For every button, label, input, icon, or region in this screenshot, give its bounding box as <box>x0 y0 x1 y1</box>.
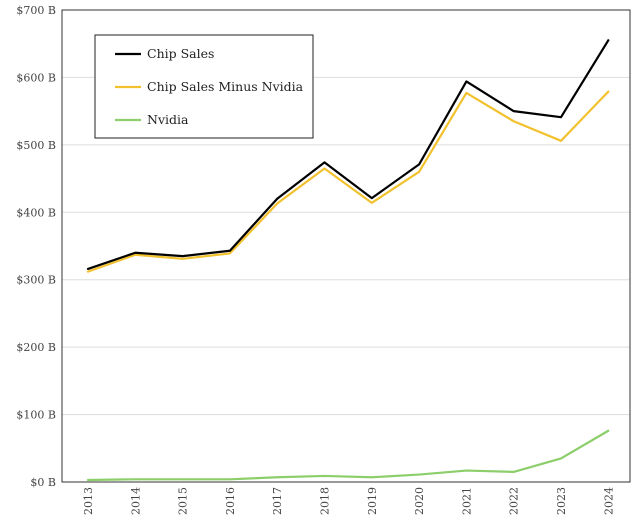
series-line-chip-sales-minus-nvidia <box>86 90 610 273</box>
x-tick-label: 2013 <box>82 487 95 515</box>
x-tick-label: 2022 <box>508 487 521 515</box>
x-axis-ticks: 2013 2014 2015 2016 2017 2018 2019 2020 2021 2022… <box>82 487 615 515</box>
y-tick-label: $700 B <box>16 4 56 17</box>
y-axis-ticks: $0 B $100 B $200 B $300 B $400 B $500 B $600 B… <box>16 4 56 489</box>
x-tick-label: 2016 <box>224 487 237 515</box>
y-tick-label: $500 B <box>16 139 56 152</box>
series-lines <box>86 39 610 482</box>
legend-label: Chip Sales Minus Nvidia <box>147 79 304 94</box>
x-tick-label: 2015 <box>177 487 190 515</box>
y-tick-label: $200 B <box>16 341 56 354</box>
legend-label: Chip Sales <box>147 46 214 61</box>
x-tick-label: 2014 <box>129 487 142 515</box>
series-line-chip-sales <box>86 39 610 271</box>
legend: Chip Sales Chip Sales Minus Nvidia Nvidia <box>94 34 314 139</box>
plot-frame <box>61 9 631 483</box>
y-tick-label: $100 B <box>16 409 56 422</box>
x-tick-label: 2023 <box>555 487 568 515</box>
x-tick-label: 2018 <box>319 487 332 515</box>
x-tick-label: 2017 <box>271 487 284 515</box>
legend-label: Nvidia <box>147 112 189 127</box>
y-tick-label: $300 B <box>16 274 56 287</box>
x-tick-label: 2021 <box>460 487 473 515</box>
x-tick-label: 2024 <box>602 487 615 515</box>
x-tick-label: 2019 <box>366 487 379 515</box>
series-line-nvidia <box>86 429 610 482</box>
y-tick-label: $400 B <box>16 206 56 219</box>
x-tick-label: 2020 <box>413 487 426 515</box>
y-tick-label: $600 B <box>16 71 56 84</box>
y-tick-label: $0 B <box>30 476 56 489</box>
